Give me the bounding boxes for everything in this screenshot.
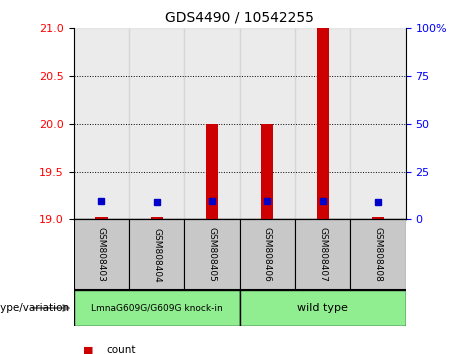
Bar bbox=[151, 217, 163, 219]
Bar bbox=[240, 219, 295, 290]
Bar bbox=[317, 28, 329, 219]
Bar bbox=[350, 28, 406, 219]
Bar bbox=[184, 219, 240, 290]
Text: LmnaG609G/G609G knock-in: LmnaG609G/G609G knock-in bbox=[91, 303, 223, 313]
Text: genotype/variation: genotype/variation bbox=[0, 303, 69, 313]
Bar bbox=[372, 217, 384, 219]
Text: GSM808407: GSM808407 bbox=[318, 227, 327, 282]
Bar bbox=[350, 219, 406, 290]
Bar bbox=[295, 28, 350, 219]
Title: GDS4490 / 10542255: GDS4490 / 10542255 bbox=[165, 10, 314, 24]
Text: GSM808404: GSM808404 bbox=[152, 228, 161, 282]
Bar bbox=[74, 28, 129, 219]
Text: GSM808406: GSM808406 bbox=[263, 227, 272, 282]
Text: count: count bbox=[106, 346, 136, 354]
Bar bbox=[261, 124, 273, 219]
Bar bbox=[295, 219, 350, 290]
Text: wild type: wild type bbox=[297, 303, 348, 313]
Bar bbox=[129, 219, 184, 290]
Text: GSM808408: GSM808408 bbox=[373, 227, 383, 282]
Bar bbox=[95, 217, 107, 219]
Bar bbox=[206, 124, 218, 219]
Text: GSM808405: GSM808405 bbox=[207, 227, 217, 282]
Bar bbox=[240, 28, 295, 219]
Bar bbox=[74, 290, 240, 326]
Text: ■: ■ bbox=[83, 346, 94, 354]
Bar bbox=[184, 28, 240, 219]
Bar bbox=[74, 219, 129, 290]
Text: GSM808403: GSM808403 bbox=[97, 227, 106, 282]
Bar bbox=[240, 290, 406, 326]
Bar bbox=[129, 28, 184, 219]
